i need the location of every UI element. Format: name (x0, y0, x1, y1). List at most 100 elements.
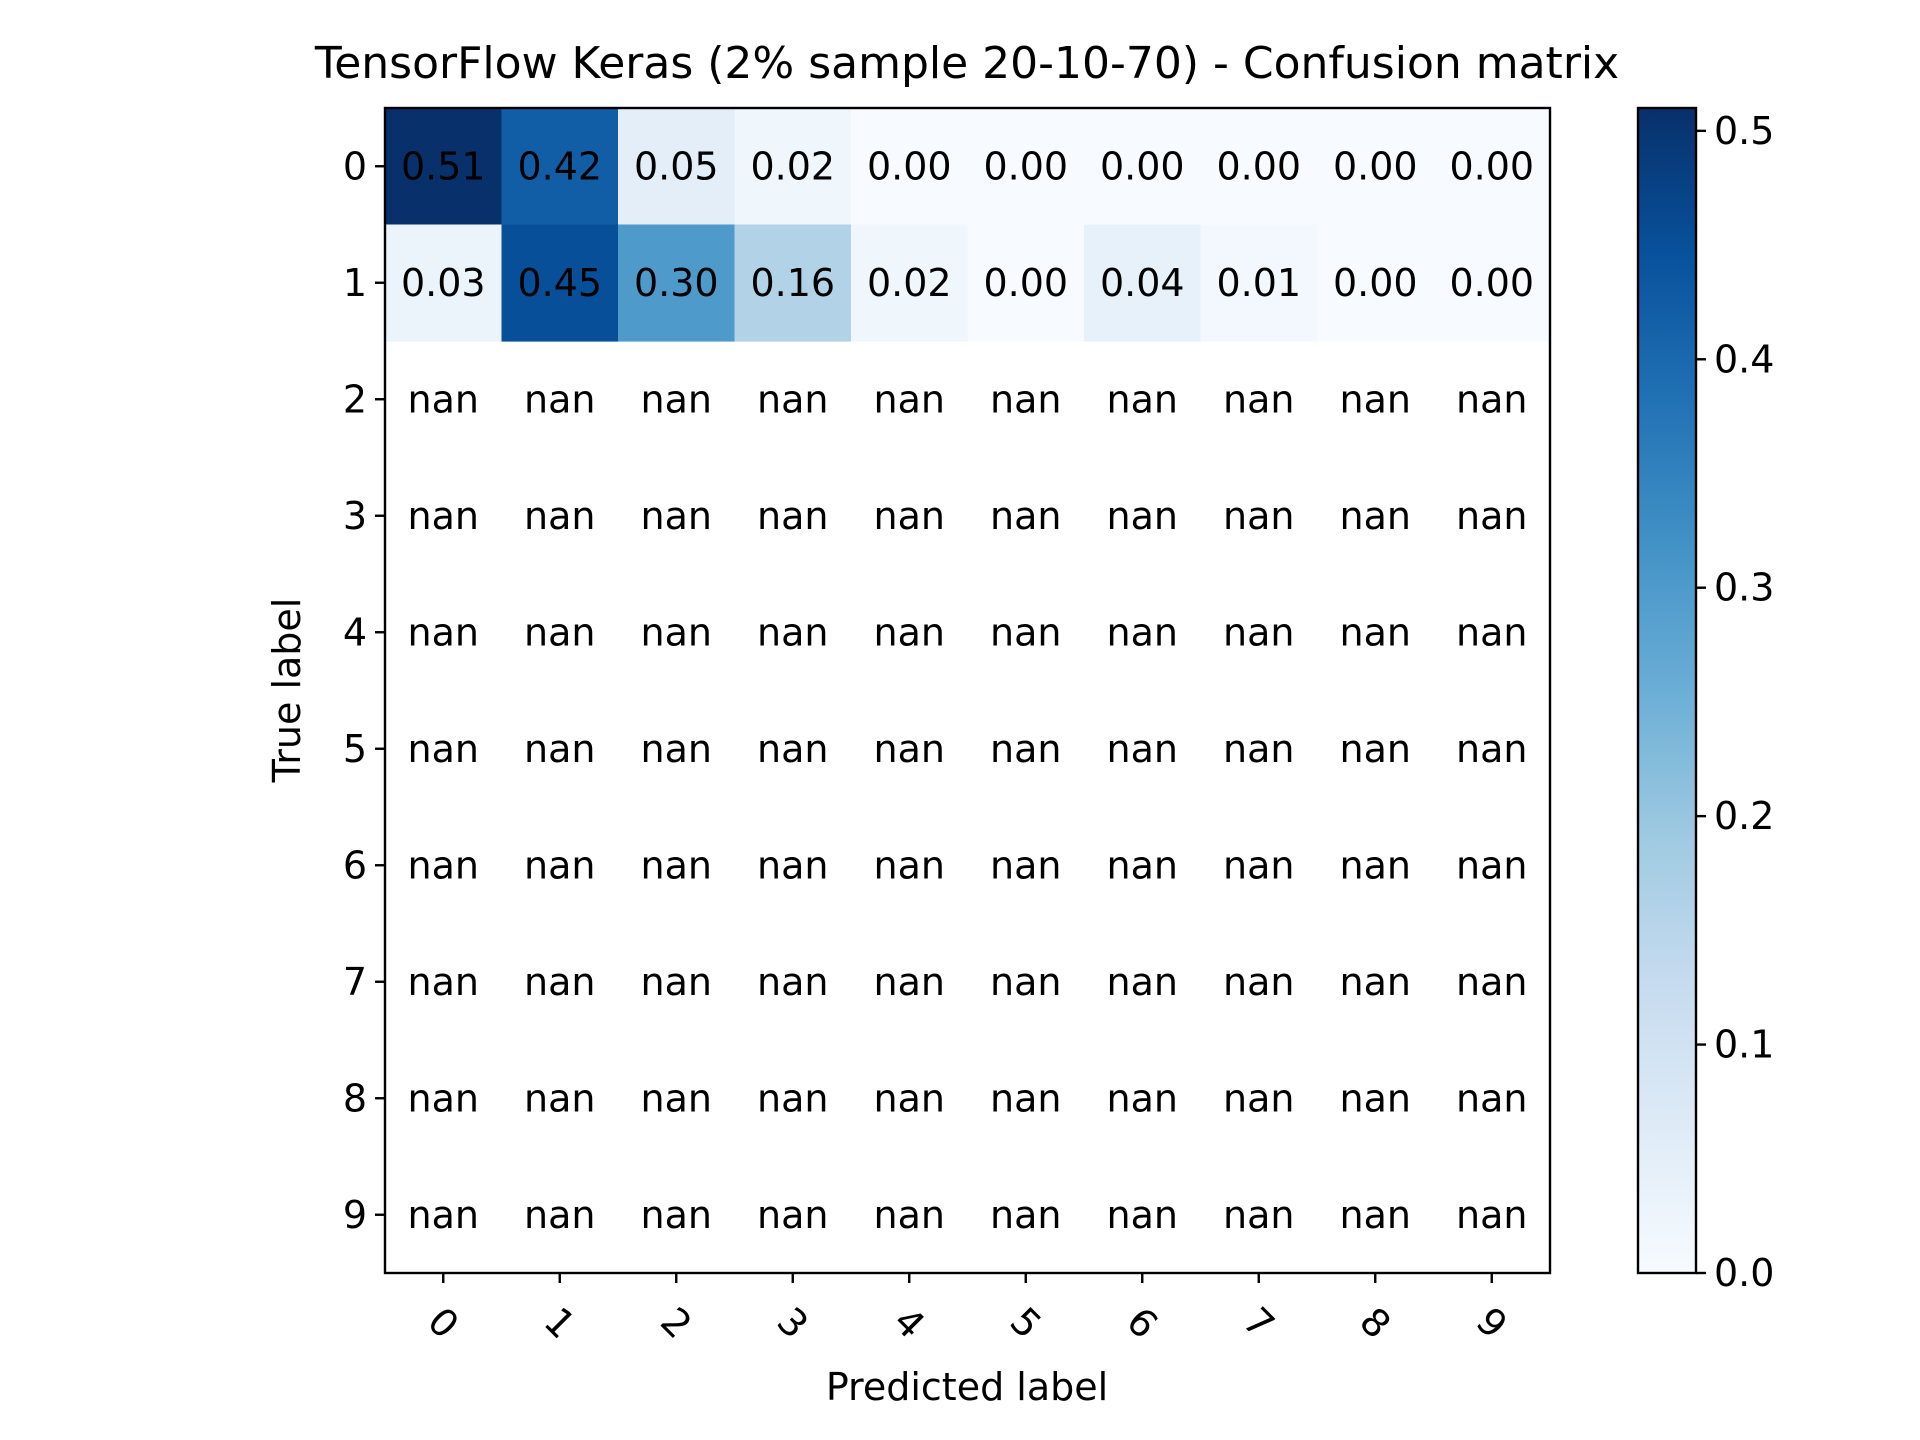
cell-label: nan (874, 727, 945, 771)
x-tick-label: 3 (769, 1299, 817, 1347)
x-tick-label: 6 (1118, 1299, 1166, 1347)
cell-label: nan (641, 1193, 712, 1237)
y-tick-label: 4 (343, 610, 367, 654)
cell-label: nan (1456, 843, 1527, 887)
heatmap-cell (1317, 224, 1435, 342)
cell-label: nan (1340, 377, 1411, 421)
cell-label: nan (874, 1193, 945, 1237)
cell-label: nan (641, 727, 712, 771)
cell-label: nan (757, 610, 828, 654)
cell-label: nan (757, 377, 828, 421)
cell-label: nan (990, 377, 1061, 421)
cell-label: nan (1456, 727, 1527, 771)
heatmap-cell (1433, 224, 1551, 342)
cell-label: 0.00 (1333, 261, 1418, 305)
cell-label: nan (1456, 960, 1527, 1004)
cell-label: nan (641, 610, 712, 654)
colorbar-tick-label: 0.3 (1714, 566, 1774, 610)
colorbar-tick-label: 0.5 (1714, 109, 1774, 153)
cell-label: nan (524, 610, 595, 654)
cell-label: nan (1223, 494, 1294, 538)
heatmap-cell (1084, 108, 1202, 226)
cell-label: 0.03 (401, 261, 486, 305)
cell-label: nan (990, 843, 1061, 887)
chart-title: TensorFlow Keras (2% sample 20-10-70) - … (314, 38, 1619, 89)
cell-label: nan (1107, 727, 1178, 771)
cell-label: nan (641, 377, 712, 421)
cell-label: 0.42 (517, 144, 602, 188)
heatmap-cell (501, 224, 619, 342)
cell-label: nan (874, 1076, 945, 1120)
cell-label: nan (1456, 377, 1527, 421)
cell-label: nan (408, 843, 479, 887)
x-tick-label: 2 (652, 1299, 700, 1347)
cell-label: nan (408, 610, 479, 654)
cell-label: 0.02 (750, 144, 835, 188)
x-tick-label: 7 (1235, 1299, 1283, 1347)
cell-label: nan (1456, 1076, 1527, 1120)
heatmap-cell (618, 108, 736, 226)
x-tick-label: 1 (536, 1299, 584, 1347)
cell-label: 0.00 (1100, 144, 1185, 188)
cell-label: nan (1223, 843, 1294, 887)
cell-label: nan (1107, 1193, 1178, 1237)
cell-label: nan (524, 1193, 595, 1237)
heatmap-cell (1433, 108, 1551, 226)
cell-label: 0.30 (634, 261, 719, 305)
heatmap-cell (734, 224, 852, 342)
heatmap-cell (385, 108, 503, 226)
heatmap-cell (1317, 108, 1435, 226)
cell-label: nan (1340, 727, 1411, 771)
cell-label: nan (874, 494, 945, 538)
cell-label: nan (990, 960, 1061, 1004)
y-axis-label: True label (265, 598, 309, 784)
cell-label: nan (874, 610, 945, 654)
y-tick-label: 5 (343, 727, 367, 771)
cell-label: nan (1107, 960, 1178, 1004)
heatmap-cell (851, 108, 969, 226)
cell-label: nan (641, 494, 712, 538)
cell-label: nan (1223, 960, 1294, 1004)
cell-label: nan (874, 960, 945, 1004)
cell-label: nan (1340, 494, 1411, 538)
cell-label: nan (1456, 1193, 1527, 1237)
colorbar-tick-label: 0.2 (1714, 794, 1774, 838)
cell-label: 0.51 (401, 144, 486, 188)
cell-label: 0.16 (750, 261, 835, 305)
cell-label: nan (408, 727, 479, 771)
heatmap-cell (385, 224, 503, 342)
cell-label: nan (408, 1076, 479, 1120)
cell-label: nan (757, 494, 828, 538)
cell-label: nan (757, 727, 828, 771)
colorbar-tick-label: 0.1 (1714, 1023, 1774, 1067)
plot-frame (383, 106, 1552, 1275)
cell-label: nan (757, 1193, 828, 1237)
colorbar (1636, 106, 1698, 1275)
cell-label: nan (1107, 610, 1178, 654)
cell-label: nan (641, 960, 712, 1004)
y-tick-label: 6 (343, 843, 367, 887)
heatmap-cell (501, 108, 619, 226)
heatmap-cell (618, 224, 736, 342)
cell-label: nan (524, 960, 595, 1004)
cell-label: 0.45 (517, 261, 602, 305)
cell-label: nan (874, 377, 945, 421)
cell-label: 0.00 (1333, 144, 1418, 188)
y-tick-label: 2 (343, 377, 367, 421)
cell-label: nan (1223, 1076, 1294, 1120)
heatmap-cell (734, 108, 852, 226)
cell-label: nan (524, 494, 595, 538)
heatmap-cell (851, 224, 969, 342)
cell-label: 0.04 (1100, 261, 1185, 305)
cell-label: nan (641, 843, 712, 887)
y-tick-label: 9 (343, 1193, 367, 1237)
cell-label: 0.00 (1449, 144, 1534, 188)
cell-label: 0.02 (867, 261, 952, 305)
colorbar-tick-label: 0.0 (1714, 1251, 1774, 1295)
cell-label: 0.00 (983, 144, 1068, 188)
cell-label: nan (408, 960, 479, 1004)
cell-label: nan (1340, 960, 1411, 1004)
heatmap-cell (1200, 108, 1318, 226)
